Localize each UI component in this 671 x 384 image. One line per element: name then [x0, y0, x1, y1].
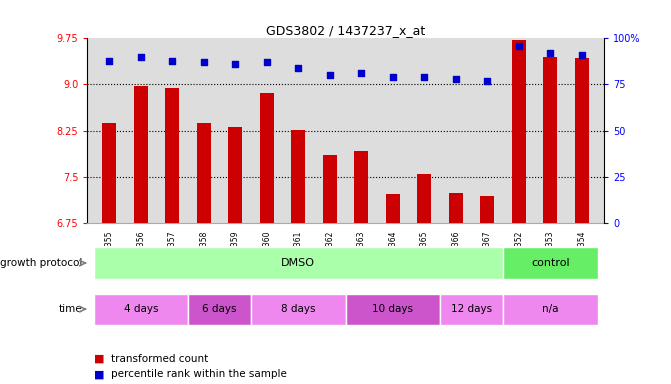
Point	[356, 70, 366, 76]
Bar	[575, 58, 589, 223]
Point	[325, 72, 336, 78]
Bar	[480, 196, 495, 223]
Bar	[251, 293, 346, 325]
Text: ■: ■	[94, 369, 108, 379]
Point	[104, 58, 115, 64]
Bar	[165, 88, 179, 223]
Text: 8 days: 8 days	[281, 304, 315, 314]
Text: percentile rank within the sample: percentile rank within the sample	[111, 369, 287, 379]
Bar	[544, 57, 558, 223]
Bar	[386, 194, 400, 223]
Point	[387, 74, 398, 80]
Point	[419, 74, 429, 80]
Text: transformed count: transformed count	[111, 354, 208, 364]
Point	[230, 61, 241, 67]
Point	[482, 78, 493, 84]
Text: growth protocol: growth protocol	[0, 258, 82, 268]
Bar	[440, 293, 503, 325]
Text: 10 days: 10 days	[372, 304, 413, 314]
Point	[262, 59, 272, 65]
Bar	[93, 293, 188, 325]
Text: 6 days: 6 days	[202, 304, 237, 314]
Bar	[197, 123, 211, 223]
Bar	[93, 248, 503, 279]
Bar	[260, 93, 274, 223]
Point	[136, 54, 146, 60]
Point	[167, 58, 178, 64]
Text: control: control	[531, 258, 570, 268]
Title: GDS3802 / 1437237_x_at: GDS3802 / 1437237_x_at	[266, 24, 425, 37]
Point	[513, 43, 524, 49]
Point	[576, 52, 587, 58]
Bar	[134, 86, 148, 223]
Bar	[417, 174, 431, 223]
Bar	[512, 40, 526, 223]
Text: n/a: n/a	[542, 304, 558, 314]
Bar	[228, 127, 242, 223]
Point	[199, 59, 209, 65]
Bar	[188, 293, 251, 325]
Bar	[102, 123, 116, 223]
Bar	[323, 155, 337, 223]
Text: ■: ■	[94, 354, 108, 364]
Bar	[449, 193, 463, 223]
Bar	[346, 293, 440, 325]
Text: DMSO: DMSO	[281, 258, 315, 268]
Bar	[503, 293, 598, 325]
Bar	[291, 130, 305, 223]
Point	[450, 76, 461, 82]
Bar	[354, 151, 368, 223]
Point	[545, 50, 556, 56]
Text: time: time	[58, 304, 82, 314]
Point	[293, 65, 304, 71]
Text: 12 days: 12 days	[451, 304, 492, 314]
Text: 4 days: 4 days	[123, 304, 158, 314]
Bar	[503, 248, 598, 279]
